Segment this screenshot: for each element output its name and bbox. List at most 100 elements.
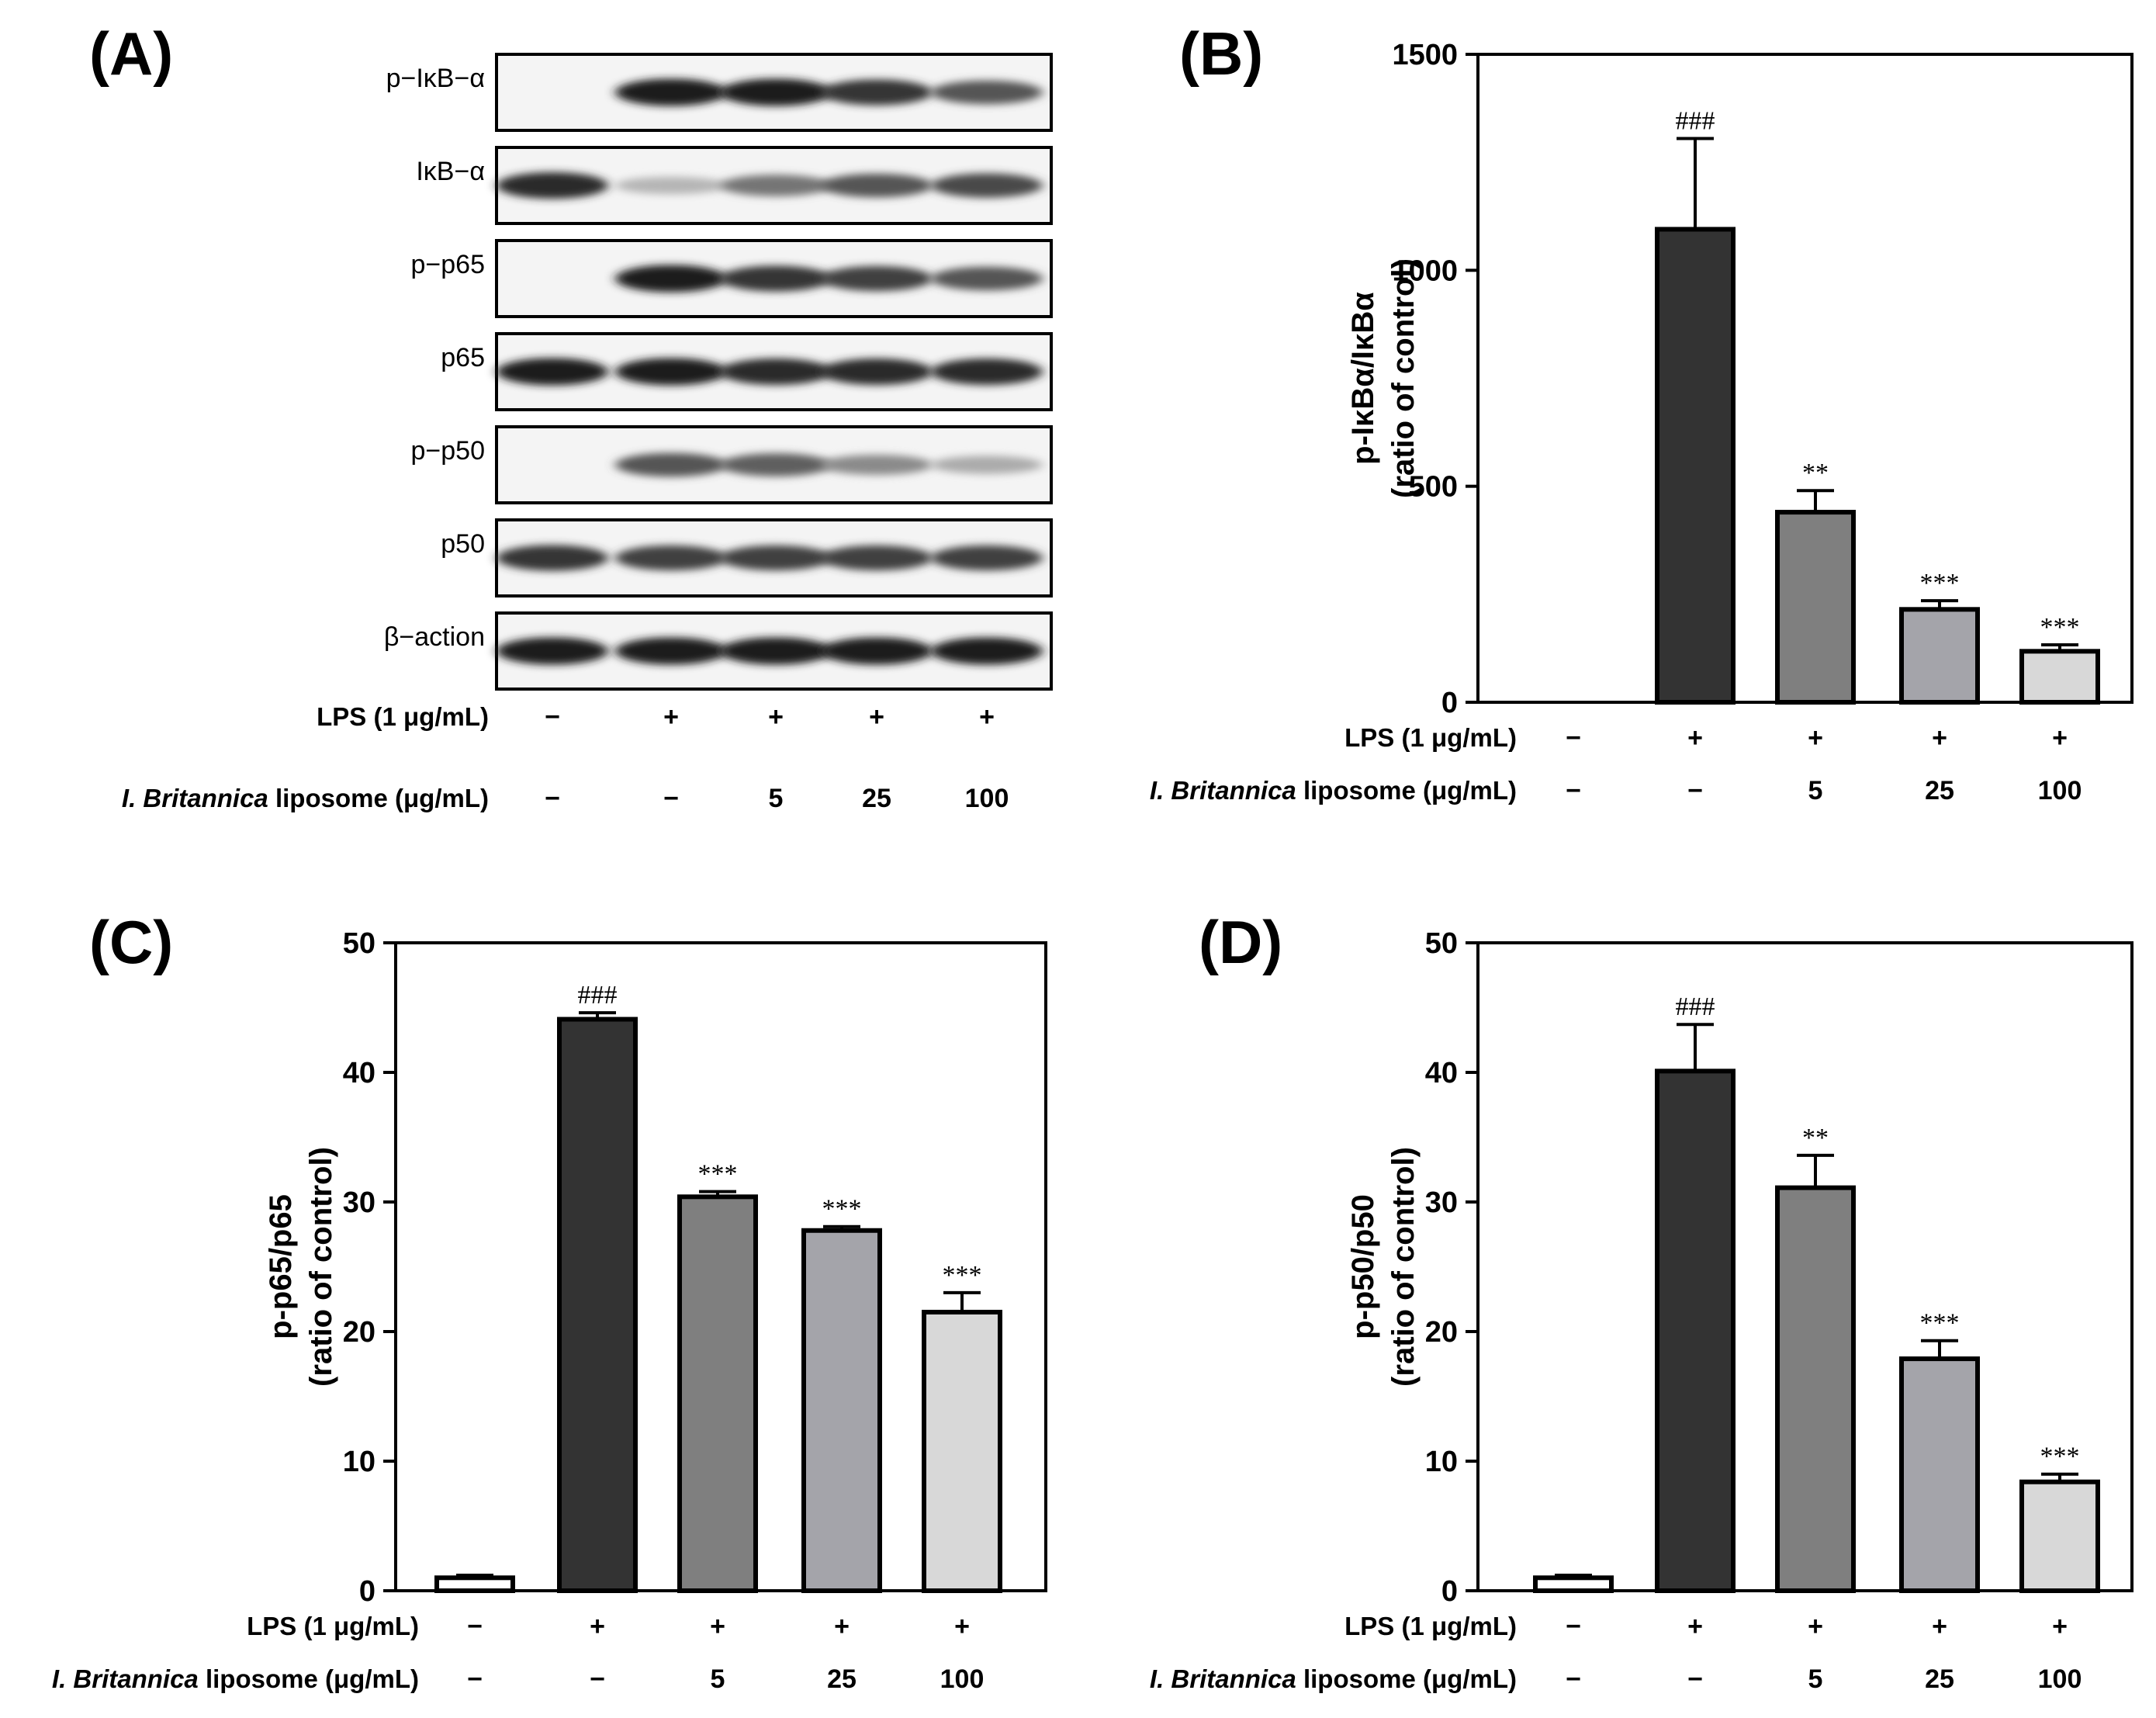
liposome-label: I. Britannica liposome (μg/mL) (52, 1664, 419, 1693)
y-axis-label: p-p65/p65 (264, 1194, 298, 1339)
bar (677, 1194, 758, 1593)
significance-marker: ** (1802, 459, 1829, 487)
lps-value: − (1566, 723, 1581, 753)
significance-marker: *** (822, 1195, 862, 1224)
liposome-units: liposome (μg/mL) (1296, 776, 1517, 805)
blot-label: p−p65 (411, 250, 486, 279)
y-tick-label: 20 (343, 1316, 375, 1349)
treatment-table-a: LPS (1 μg/mL) I. Britannica liposome (μg/… (122, 702, 1009, 813)
blot-band (615, 637, 727, 665)
significance-marker: *** (1920, 569, 1960, 597)
bar (2019, 649, 2100, 705)
liposome-species: I. Britannica (1150, 776, 1296, 805)
lps-value: + (1808, 723, 1823, 753)
lps-value: + (869, 702, 884, 732)
liposome-value: 25 (1925, 776, 1954, 805)
blot-band (497, 358, 608, 386)
lps-value: + (834, 1612, 850, 1641)
lps-value: + (1687, 723, 1703, 753)
blot-row: p−p50 (411, 425, 1053, 504)
bar (1775, 510, 1856, 705)
y-axis-sublabel: (ratio of control) (1386, 1147, 1421, 1387)
blot-band (821, 265, 933, 292)
blot-band (931, 545, 1043, 571)
liposome-value: 5 (711, 1664, 725, 1694)
significance-marker: *** (698, 1160, 738, 1189)
blot-band (821, 358, 933, 386)
blot-label: p65 (441, 343, 485, 372)
y-tick-label: 0 (1441, 687, 1458, 719)
bar (1899, 607, 1980, 705)
treatment-table-c: LPS (1 μg/mL) I. Britannica liposome (μg/… (52, 1612, 984, 1694)
liposome-species: I. Britannica (1150, 1664, 1296, 1693)
liposome-value: − (1687, 1664, 1703, 1694)
liposome-value: − (663, 784, 679, 813)
blot-band (931, 80, 1043, 105)
y-tick-label: 0 (359, 1575, 375, 1608)
blot-band (720, 358, 832, 386)
liposome-units: liposome (μg/mL) (268, 784, 489, 812)
bar (1899, 1356, 1980, 1593)
y-tick-label: 50 (1425, 927, 1458, 960)
blot-band (821, 637, 933, 665)
y-tick-label: 0 (1441, 1575, 1458, 1608)
liposome-label: I. Britannica liposome (μg/mL) (1150, 1664, 1517, 1693)
liposome-units: liposome (μg/mL) (1296, 1664, 1517, 1693)
blot-label: p−IκB−α (386, 64, 485, 93)
lps-label: LPS (1 μg/mL) (1344, 723, 1517, 752)
blot-label: p−p50 (411, 436, 486, 466)
chart-c: 0 10 20 30 40 50 p-p65/p65 (ratio of control) ##… (264, 927, 1047, 1608)
blot-band (931, 266, 1043, 291)
blot-band (615, 452, 727, 477)
significance-marker: ### (1676, 107, 1715, 136)
lps-value: − (545, 702, 560, 732)
blot-band (821, 79, 933, 106)
treatment-tables: LPS (1 μg/mL) I. Britannica liposome (μg/… (52, 702, 2082, 1694)
y-axis-label: p-p50/p50 (1346, 1194, 1380, 1339)
significance-marker: ### (578, 981, 618, 1010)
lps-label: LPS (1 μg/mL) (1344, 1612, 1517, 1640)
liposome-value: 100 (2038, 776, 2082, 805)
liposome-value: 5 (1808, 776, 1823, 805)
y-axis-sublabel: (ratio of control) (1386, 258, 1421, 498)
lps-label: LPS (1 μg/mL) (247, 1612, 419, 1640)
y-axis-sublabel: (ratio of control) (304, 1147, 338, 1387)
y-tick-label: 40 (343, 1057, 375, 1089)
liposome-value: − (1566, 1664, 1581, 1694)
blot-band (497, 545, 608, 571)
liposome-value: 5 (1808, 1664, 1823, 1694)
lps-value: − (1566, 1612, 1581, 1641)
blot-label: IκB−α (416, 157, 485, 186)
lps-value: + (979, 702, 995, 732)
lps-value: + (1932, 1612, 1947, 1641)
lps-value: + (590, 1612, 605, 1641)
lps-value: + (2052, 1612, 2068, 1641)
blot-band (615, 176, 727, 195)
y-tick-label: 10 (343, 1446, 375, 1478)
lps-value: + (710, 1612, 725, 1641)
significance-marker: *** (943, 1261, 982, 1290)
y-tick-label: 1500 (1392, 39, 1458, 71)
chart-d: 0 10 20 30 40 50 p-p50/p50 (ratio of control) ##… (1346, 927, 2134, 1608)
liposome-value: 25 (862, 784, 891, 813)
y-tick-label: 1000 (1392, 255, 1458, 287)
liposome-label: I. Britannica liposome (μg/mL) (122, 784, 489, 812)
treatment-table-d: LPS (1 μg/mL) I. Britannica liposome (μg/… (1150, 1612, 2082, 1694)
lps-value: + (1932, 723, 1947, 753)
significance-marker: *** (2040, 1443, 2080, 1471)
bar (1533, 1575, 1614, 1594)
blot-band (497, 171, 608, 199)
lps-value: + (1808, 1612, 1823, 1641)
chart-b: 0 500 1000 1500 p-IκBα/IκBα (ratio of control… (1346, 39, 2134, 719)
bar (1655, 227, 1736, 705)
liposome-units: liposome (μg/mL) (199, 1664, 419, 1693)
bar (2019, 1479, 2100, 1593)
blot-row: p50 (441, 518, 1053, 597)
blot-band (720, 637, 832, 665)
significance-marker: ### (1676, 992, 1715, 1021)
bar (434, 1575, 515, 1594)
blot-band (821, 545, 933, 571)
blot-row: β−action (384, 611, 1053, 691)
blot-band (615, 78, 727, 106)
